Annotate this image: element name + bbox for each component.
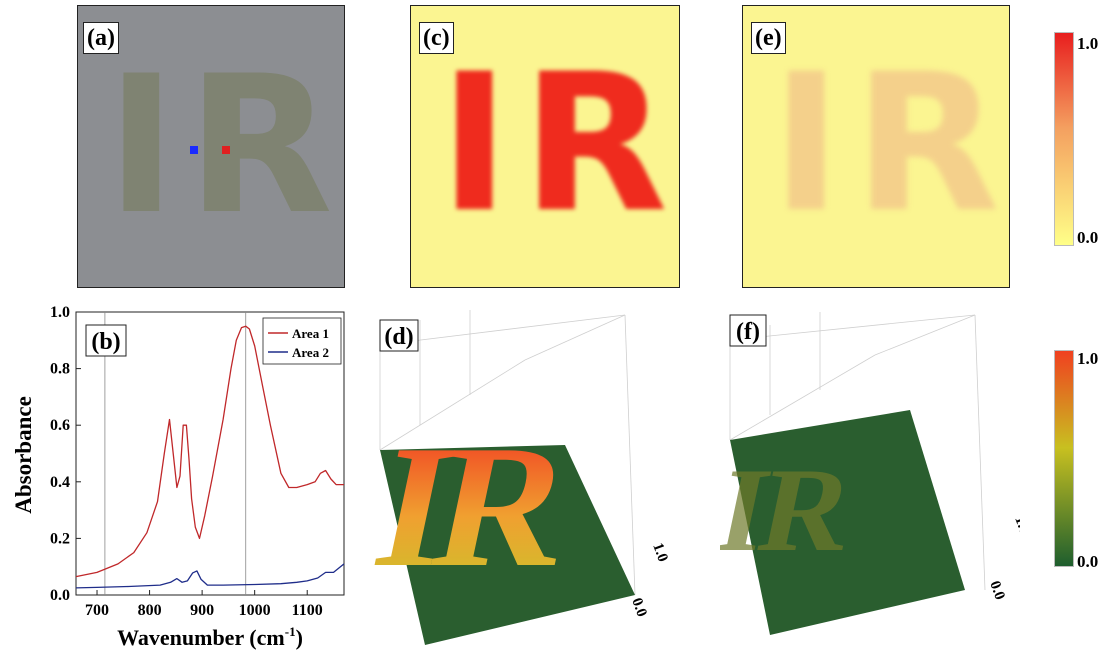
panel-c-ir-letters: IR xyxy=(439,33,680,254)
colorbar-top xyxy=(1054,32,1074,246)
y-tick-label: 1.0 xyxy=(50,304,70,321)
panel-e-map: IR (e) xyxy=(742,5,1010,288)
panel-f-3d-surface: IR 1.0 0.0 (f) xyxy=(720,312,1020,635)
x-tick-label: 700 xyxy=(85,602,109,619)
panel-e-ir-letters: IR xyxy=(771,33,1012,254)
panel-f-label-box xyxy=(729,314,767,347)
colorbar-top-max: 1.0 xyxy=(1077,34,1099,53)
panel-a-photo: IR (a) xyxy=(77,5,345,288)
x-tick-label: 1000 xyxy=(239,602,271,619)
x-tick-label: 900 xyxy=(190,602,214,619)
series-line-area-2 xyxy=(75,563,345,589)
legend-label-area-2: Area 2 xyxy=(292,345,329,360)
panel-b-label-box xyxy=(85,324,127,357)
panel-d-3d-surface: IR 1.0 0.0 (d) xyxy=(370,310,670,645)
area-2-marker xyxy=(190,146,198,154)
y-axis-label: Absorbance xyxy=(11,396,36,514)
legend-box xyxy=(262,317,342,365)
panel-d-z-min: 0.0 xyxy=(628,596,649,619)
panel-d-label-box xyxy=(379,319,419,352)
colorbar-bottom xyxy=(1054,350,1074,567)
panel-a-ir-letters: IR xyxy=(106,35,343,256)
panel-d-label: (d) xyxy=(384,324,413,350)
y-tick-label: 0.2 xyxy=(50,530,70,547)
panel-c-label: (c) xyxy=(419,22,454,54)
panel-d-box-lines xyxy=(379,310,636,596)
series-line-area-1 xyxy=(75,325,344,578)
x-tick-label: 800 xyxy=(138,602,162,619)
panel-f-box-lines xyxy=(729,312,986,591)
panel-a-label: (a) xyxy=(83,22,119,54)
panel-f-z-max: 1.0 xyxy=(1011,514,1020,537)
panel-b-label: (b) xyxy=(91,329,120,355)
panel-e-label: (e) xyxy=(751,22,786,54)
panel-c-map: IR (c) xyxy=(410,5,680,288)
y-tick-label: 0.0 xyxy=(50,587,70,604)
panel-f-z-min: 0.0 xyxy=(986,579,1007,602)
panel-d-floor xyxy=(380,445,635,645)
x-tick-label: 1100 xyxy=(292,602,323,619)
x-axis-label: Wavenumber (cm-1) xyxy=(117,624,303,650)
panel-b-spectrum-chart: 700 800 900 1000 1100 0.0 0.2 0.4 0.6 0.8 1.0 Abs… xyxy=(11,304,345,650)
area-1-marker xyxy=(222,146,230,154)
legend-label-area-1: Area 1 xyxy=(292,326,329,341)
panel-d-z-max: 1.0 xyxy=(649,541,670,564)
y-tick-label: 0.6 xyxy=(50,417,70,434)
colorbar-top-min: 0.0 xyxy=(1077,228,1099,247)
y-tick-label: 0.8 xyxy=(50,361,70,378)
panel-f-label: (f) xyxy=(736,319,760,345)
colorbar-bottom-min: 0.0 xyxy=(1077,552,1099,571)
panel-f-floor xyxy=(730,410,965,635)
y-tick-label: 0.4 xyxy=(50,474,70,491)
legend: Area 1 Area 2 xyxy=(262,317,342,365)
colorbar-bottom-max: 1.0 xyxy=(1077,349,1099,368)
